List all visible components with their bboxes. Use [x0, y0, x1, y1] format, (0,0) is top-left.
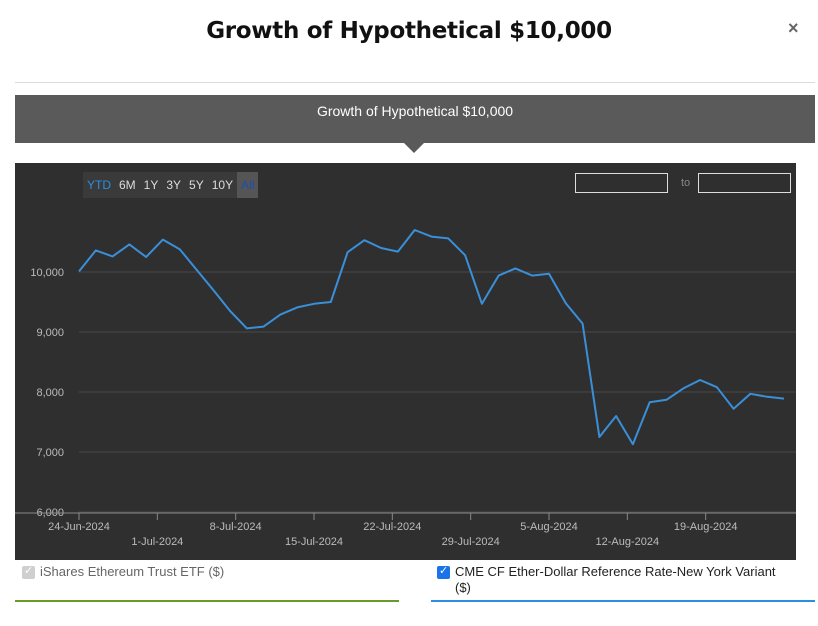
y-tick-label: 8,000	[36, 387, 64, 399]
range-button-10y[interactable]: 10Y	[211, 178, 234, 192]
chart-area	[15, 163, 796, 560]
x-tick-label: 22-Jul-2024	[363, 521, 421, 533]
check-icon: ✓	[24, 565, 34, 577]
x-tick-label: 29-Jul-2024	[442, 536, 500, 548]
range-button-3y[interactable]: 3Y	[166, 178, 182, 192]
header-divider	[15, 82, 815, 83]
x-tick-label: 8-Jul-2024	[210, 521, 262, 533]
legend-label-ishares: iShares Ethereum Trust ETF ($)	[40, 564, 225, 579]
banner-title: Growth of Hypothetical $10,000	[316, 103, 514, 119]
x-tick-label: 12-Aug-2024	[596, 536, 660, 548]
range-button-all[interactable]: All	[237, 172, 259, 198]
x-tick-label: 19-Aug-2024	[674, 521, 738, 533]
banner-arrow-icon	[404, 143, 424, 153]
checkbox-cme[interactable]	[437, 566, 450, 579]
y-tick-label: 7,000	[36, 447, 64, 459]
x-tick-label: 1-Jul-2024	[131, 536, 183, 548]
close-icon[interactable]: ×	[788, 18, 799, 38]
chart-banner: Growth of Hypothetical $10,000	[15, 95, 815, 143]
x-tick-label: 24-Jun-2024	[48, 521, 110, 533]
date-from-input[interactable]	[575, 173, 668, 193]
checkbox-ishares[interactable]	[22, 566, 35, 579]
range-selector: YTD 6M 1Y 3Y 5Y 10Y All	[83, 172, 259, 198]
range-button-5y[interactable]: 5Y	[189, 178, 204, 192]
legend-line-ishares	[15, 600, 399, 602]
y-tick-label: 9,000	[36, 327, 64, 339]
legend-line-cme	[431, 600, 815, 602]
x-tick-label: 5-Aug-2024	[520, 521, 578, 533]
range-button-1y[interactable]: 1Y	[143, 178, 159, 192]
range-button-6m[interactable]: 6M	[119, 178, 136, 192]
date-to-input[interactable]	[698, 173, 791, 193]
range-button-ytd[interactable]: YTD	[87, 178, 111, 192]
modal-title: Growth of Hypothetical $10,000	[206, 18, 612, 44]
y-tick-label: 10,000	[30, 267, 64, 279]
date-to-label: to	[681, 177, 691, 189]
legend-label-cme: CME CF Ether-Dollar Reference Rate-New Y…	[455, 564, 776, 595]
check-icon: ✓	[439, 565, 449, 577]
x-tick-label: 15-Jul-2024	[285, 536, 343, 548]
series-line	[78, 229, 785, 446]
